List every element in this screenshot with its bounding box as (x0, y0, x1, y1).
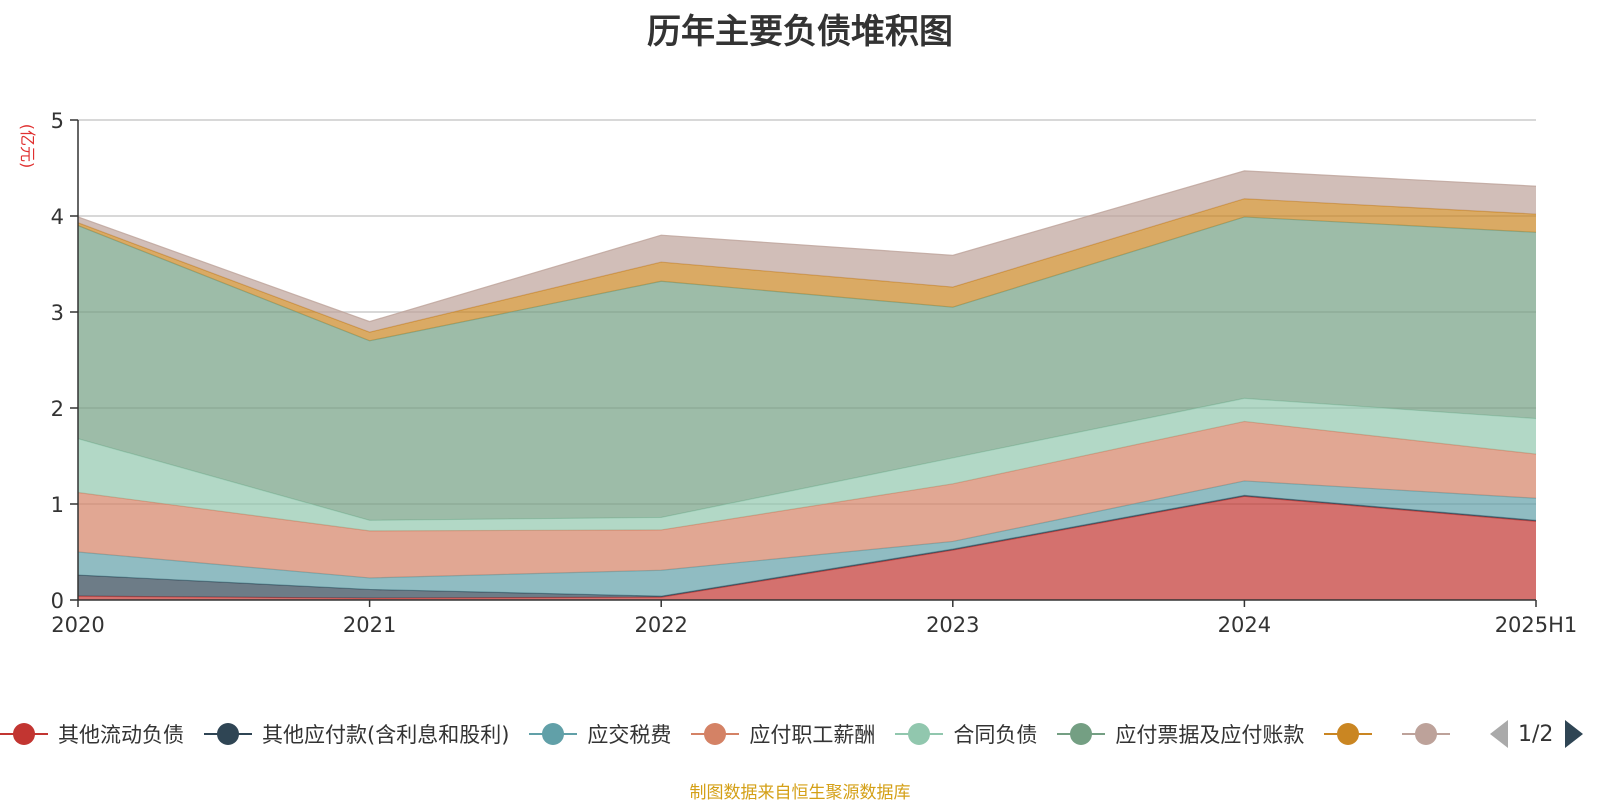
legend-item-7[interactable] (1402, 722, 1460, 746)
stacked-areas (77, 170, 1537, 600)
series-line-7 (77, 170, 1537, 323)
axes: 0 1 2 3 4 5 2020 2021 2022 2023 2024 2025H1 (51, 109, 1578, 637)
legend-item-3[interactable]: 应付职工薪酬 (691, 719, 875, 749)
source-note: 制图数据来自恒生聚源数据库 (689, 783, 911, 803)
legend-swatch-icon (1402, 722, 1451, 746)
legend-item-6[interactable] (1324, 722, 1382, 746)
legend: 其他流动负债 其他应付款(含利息和股利) 应交税费 应付职工薪酬 合同负债 应付票据及应付… (0, 714, 1600, 754)
y-tick-label: 3 (51, 301, 64, 325)
legend-label: 其他应付款(含利息和股利) (262, 723, 510, 747)
legend-item-4[interactable]: 合同负债 (895, 719, 1037, 749)
legend-label: 应交税费 (587, 723, 672, 747)
y-tick-label: 2 (51, 397, 64, 421)
chart-title: 历年主要负债堆积图 (647, 12, 953, 52)
legend-page-indicator: 1/2 (1518, 721, 1554, 747)
legend-swatch-icon (691, 722, 740, 746)
legend-next-page-icon[interactable] (1565, 720, 1584, 748)
area-series-2 (78, 480, 1536, 597)
x-tick-label: 2024 (1218, 613, 1271, 637)
area-series-7 (78, 170, 1536, 333)
y-tick-label: 4 (51, 205, 64, 229)
legend-item-1[interactable]: 其他应付款(含利息和股利) (204, 719, 509, 749)
x-tick-label: 2025H1 (1495, 613, 1578, 637)
area-series-6 (78, 198, 1536, 341)
chart-plot: 0 1 2 3 4 5 2020 2021 2022 2023 2024 2025H1 (亿元) (18, 109, 1578, 637)
y-axis-unit-label: (亿元) (18, 124, 37, 169)
legend-swatch-icon (1057, 722, 1106, 746)
x-tick-label: 2023 (926, 613, 979, 637)
y-tick-label: 0 (51, 589, 64, 613)
legend-swatch-icon (895, 722, 944, 746)
legend-label: 应付票据及应付账款 (1115, 723, 1305, 747)
legend-swatch-icon (529, 722, 578, 746)
area-series-4 (78, 398, 1536, 531)
legend-item-5[interactable]: 应付票据及应付账款 (1057, 719, 1304, 749)
legend-item-2[interactable]: 应交税费 (529, 719, 671, 749)
area-series-1 (78, 495, 1536, 599)
area-series-3 (78, 421, 1536, 578)
legend-label: 应付职工薪酬 (749, 723, 876, 747)
legend-label: 其他流动负债 (58, 723, 184, 747)
area-series-5 (78, 216, 1536, 521)
area-series-0 (78, 496, 1536, 600)
legend-swatch-icon (204, 722, 252, 746)
legend-pager: 1/2 (1490, 720, 1584, 748)
legend-swatch-icon (0, 722, 48, 746)
legend-item-0[interactable]: 其他流动负债 (0, 719, 184, 749)
x-tick-label: 2022 (634, 613, 687, 637)
y-tick-label: 5 (51, 109, 64, 133)
x-tick-label: 2020 (51, 613, 104, 637)
legend-swatch-icon (1324, 722, 1373, 746)
legend-items: 其他流动负债 其他应付款(含利息和股利) 应交税费 应付职工薪酬 合同负债 应付票据及应付… (0, 719, 1490, 749)
legend-prev-page-icon[interactable] (1490, 720, 1508, 748)
legend-label: 合同负债 (953, 723, 1038, 747)
x-tick-label: 2021 (343, 613, 396, 637)
y-tick-label: 1 (51, 493, 64, 517)
